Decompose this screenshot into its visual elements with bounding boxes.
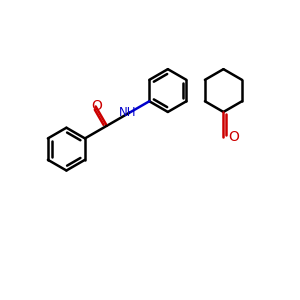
Text: NH: NH <box>119 106 137 119</box>
Text: O: O <box>228 130 239 144</box>
Text: O: O <box>92 100 103 113</box>
